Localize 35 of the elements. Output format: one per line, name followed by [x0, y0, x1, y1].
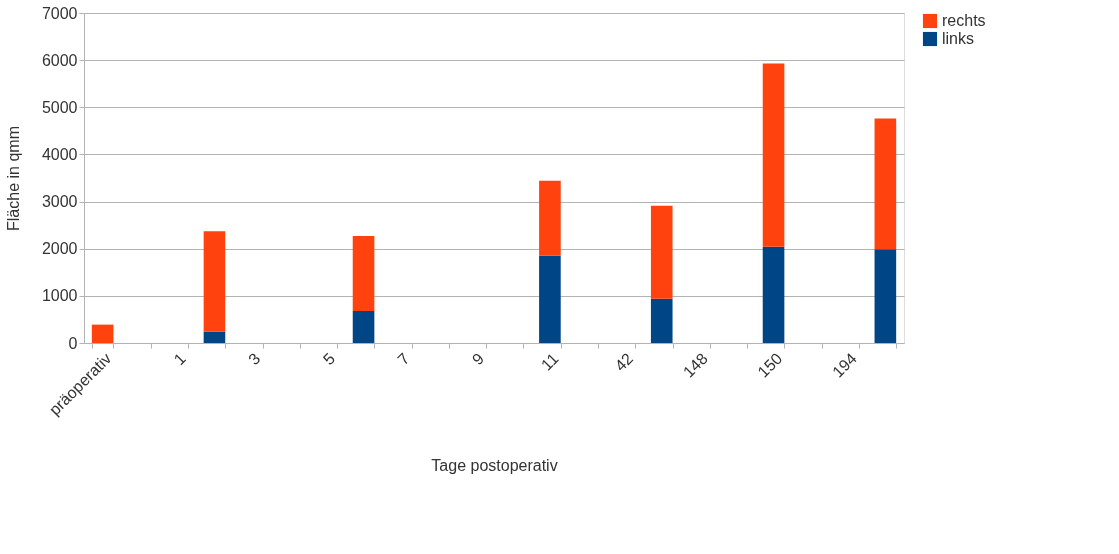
x-tick-label: 7 [394, 349, 413, 369]
bar [539, 255, 561, 343]
x-tick-label: 150 [754, 349, 786, 381]
x-tick-label: 11 [537, 349, 562, 374]
bar [539, 180, 561, 256]
bar [203, 231, 226, 332]
bar [874, 249, 897, 343]
bar [203, 331, 226, 343]
x-tick-label: 5 [319, 349, 339, 369]
legend-label: links [942, 30, 975, 47]
bar [91, 324, 114, 343]
y-tick-label: 3000 [41, 193, 78, 211]
x-tick-label: 148 [679, 349, 711, 381]
x-tick-label: 1 [170, 349, 190, 369]
y-tick-label: 7000 [41, 4, 78, 22]
bar [762, 63, 785, 247]
legend-label: rechts [942, 12, 986, 29]
y-tick-label: 1000 [41, 287, 78, 305]
y-tick-label: 2000 [41, 240, 78, 258]
bar [650, 205, 673, 299]
y-tick-label: 4000 [41, 145, 78, 163]
y-tick-label: 6000 [41, 51, 78, 69]
y-tick-label: 5000 [41, 98, 78, 116]
x-axis-title: Tage postoperativ [431, 457, 558, 475]
x-tick-label: 9 [468, 349, 488, 369]
bar [352, 310, 375, 343]
x-tick-label: 194 [829, 349, 860, 381]
x-tick-label: 42 [611, 349, 637, 375]
y-tick-label: 0 [68, 334, 78, 352]
bar [650, 298, 673, 343]
bar [874, 118, 897, 250]
y-axis-title: Fläche in qmm [4, 126, 22, 231]
x-tick-label: 3 [245, 349, 264, 369]
bar [762, 246, 785, 343]
bar [352, 235, 375, 311]
